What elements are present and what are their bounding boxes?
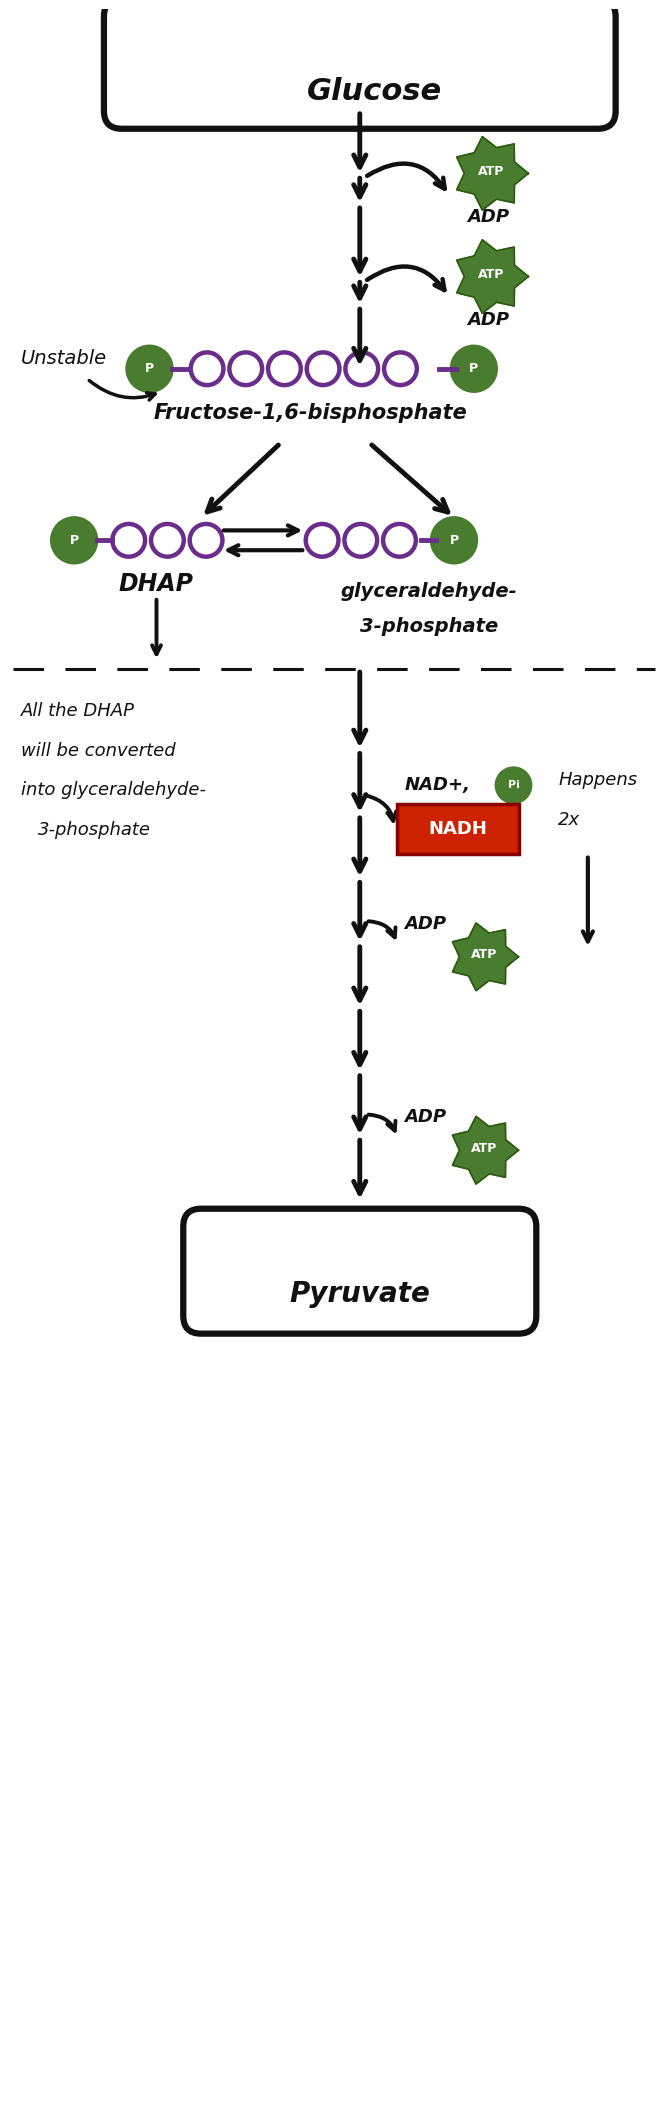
Text: 3-phosphate: 3-phosphate [37,820,150,839]
Text: ATP: ATP [478,268,504,280]
FancyBboxPatch shape [397,803,520,854]
Text: P: P [69,533,79,546]
Text: P: P [469,363,478,375]
FancyBboxPatch shape [183,1208,536,1334]
Text: Pyruvate: Pyruvate [289,1280,430,1307]
Text: ADP: ADP [468,209,510,226]
Text: ADP: ADP [404,915,446,934]
Text: Glucose: Glucose [307,76,442,105]
Polygon shape [457,240,528,314]
Text: ADP: ADP [404,1109,446,1126]
Polygon shape [457,137,528,211]
Polygon shape [452,923,518,991]
Polygon shape [452,1117,518,1185]
Text: ADP: ADP [468,312,510,329]
FancyBboxPatch shape [104,0,616,129]
Text: NADH: NADH [429,820,488,837]
Text: 3-phosphate: 3-phosphate [360,618,498,637]
Text: P: P [450,533,458,546]
Text: P: P [145,363,154,375]
Text: Pi: Pi [508,780,520,790]
Text: DHAP: DHAP [119,571,194,597]
Text: ATP: ATP [470,1143,497,1155]
Circle shape [431,516,477,563]
Text: Happens: Happens [558,772,637,788]
Circle shape [451,346,496,392]
Circle shape [496,767,531,803]
Text: ATP: ATP [470,949,497,961]
Text: All the DHAP: All the DHAP [21,702,135,719]
Text: into glyceraldehyde-: into glyceraldehyde- [21,782,206,799]
Text: Unstable: Unstable [21,350,107,369]
Text: Fructose-1,6-bisphosphate: Fructose-1,6-bisphosphate [154,403,467,424]
Text: NAD+,: NAD+, [404,776,470,795]
Circle shape [51,516,97,563]
Text: 2x: 2x [558,812,580,828]
Text: will be converted: will be converted [21,742,175,759]
Text: ATP: ATP [478,164,504,177]
Circle shape [127,346,172,392]
Text: glyceraldehyde-: glyceraldehyde- [341,582,518,601]
